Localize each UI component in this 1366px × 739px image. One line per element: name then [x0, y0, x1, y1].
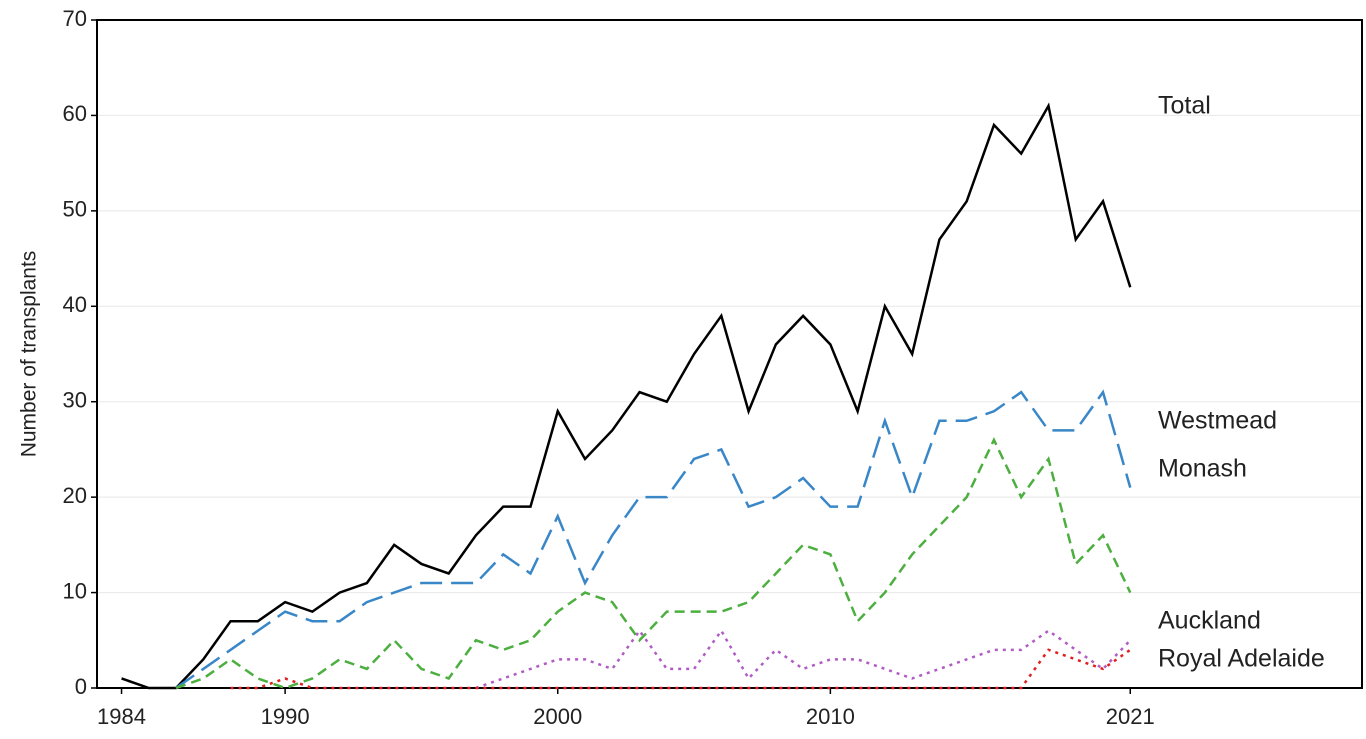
series-line [230, 648, 1131, 690]
x-tick-label: 2010 [806, 704, 855, 729]
x-tick-label: 1990 [261, 704, 310, 729]
x-tick-label: 2000 [533, 704, 582, 729]
series-line [175, 389, 1132, 690]
x-tick-label: 2021 [1106, 704, 1155, 729]
series-label: Westmead [1158, 407, 1277, 435]
y-tick-label: 30 [63, 388, 87, 413]
plot-frame [96, 19, 1363, 689]
x-tick-label: 1984 [97, 704, 146, 729]
series-label: Royal Adelaide [1158, 645, 1325, 673]
series-line [175, 436, 1132, 690]
y-axis-label: Number of transplants [18, 251, 41, 458]
series-label: Monash [1158, 455, 1247, 483]
y-tick-label: 10 [63, 578, 87, 603]
series-line [121, 102, 1132, 690]
y-tick-label: 0 [75, 674, 87, 699]
y-tick-label: 20 [63, 483, 87, 508]
y-tick-label: 50 [63, 197, 87, 222]
series-label: Total [1158, 92, 1211, 120]
y-tick-label: 70 [63, 6, 87, 31]
series-label: Auckland [1158, 607, 1261, 635]
series-line [475, 628, 1132, 690]
y-tick-label: 40 [63, 292, 87, 317]
y-tick-label: 60 [63, 101, 87, 126]
